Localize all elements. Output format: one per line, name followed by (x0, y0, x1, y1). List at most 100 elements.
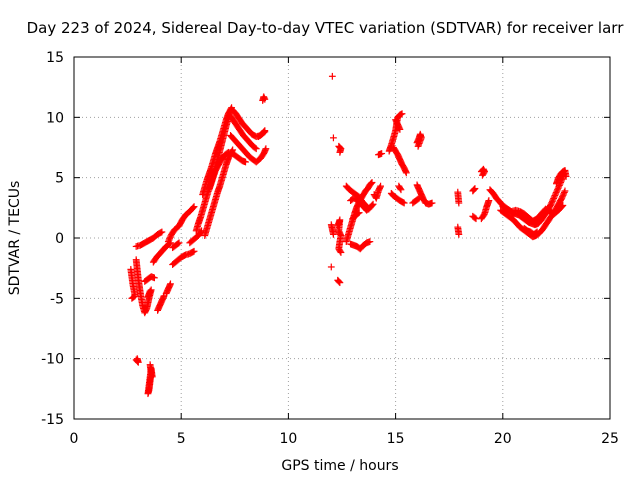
data-point (262, 145, 270, 153)
data-point (479, 170, 487, 178)
data-point (166, 235, 174, 243)
data-point (553, 187, 561, 195)
x-tick-label: 20 (494, 431, 512, 447)
data-point (397, 110, 405, 118)
y-tick-label: 10 (46, 110, 64, 126)
data-point (261, 95, 269, 103)
data-point (224, 148, 232, 156)
data-point (399, 199, 407, 206)
y-tick-label: -10 (41, 352, 64, 368)
y-tick-label: -15 (41, 412, 64, 428)
data-point (471, 214, 479, 222)
data-point (547, 200, 555, 208)
data-point (479, 171, 486, 179)
data-point (428, 199, 436, 207)
data-point (336, 148, 344, 156)
data-point (251, 144, 259, 152)
data-point (400, 199, 408, 207)
data-point (378, 150, 386, 157)
data-point (559, 202, 567, 209)
data-point (554, 184, 562, 192)
data-point (398, 110, 406, 118)
data-point (397, 186, 405, 194)
y-axis-label: SDTVAR / TECUs (7, 181, 23, 296)
data-point (242, 158, 249, 166)
data-point (550, 193, 558, 201)
data-point (151, 274, 158, 282)
data-point (166, 233, 174, 241)
data-point (396, 126, 404, 133)
data-point (261, 127, 269, 135)
data-point (148, 373, 156, 381)
data-point (336, 279, 344, 287)
data-point (366, 238, 374, 246)
x-tick-label: 25 (601, 431, 619, 447)
data-point (551, 192, 559, 199)
data-point (533, 228, 541, 236)
x-tick-label: 5 (177, 431, 186, 447)
data-point (335, 278, 343, 286)
data-point (335, 277, 342, 285)
data-point (327, 263, 335, 271)
grid-layer (74, 57, 610, 419)
data-point (471, 185, 479, 192)
y-tick-label: 15 (46, 50, 64, 66)
data-point (189, 204, 197, 211)
data-point (355, 209, 363, 217)
y-tick-label: 5 (55, 171, 64, 187)
data-point (133, 357, 141, 365)
data-point (552, 189, 560, 197)
data-point (559, 191, 567, 199)
data-point (190, 247, 198, 255)
data-point (260, 128, 268, 135)
data-point (128, 294, 136, 302)
tick-labels: 0 5 10 15 20 25 -15 -10 -5 0 5 10 15 (41, 50, 619, 447)
data-point (190, 203, 198, 211)
chart-title: Day 223 of 2024, Sidereal Day-to-day VTE… (27, 19, 625, 37)
data-point (548, 199, 556, 207)
x-axis-label: GPS time / hours (281, 458, 398, 474)
data-point (367, 179, 375, 187)
data-point (550, 195, 558, 202)
data-point (175, 239, 183, 247)
y-tick-label: -5 (50, 291, 64, 307)
data-point (134, 358, 142, 365)
data-point (396, 185, 404, 192)
data-point (562, 173, 570, 180)
data-point (485, 197, 493, 204)
data-point (561, 187, 569, 195)
data-point (330, 134, 337, 142)
data-point (252, 145, 260, 153)
data-point (532, 229, 540, 237)
x-tick-label: 10 (279, 431, 297, 447)
data-point (414, 195, 422, 203)
data-point (455, 199, 463, 207)
data-point (558, 202, 566, 210)
data-point (549, 196, 557, 204)
data-point (354, 210, 362, 217)
data-point (369, 200, 377, 208)
data-point (560, 188, 568, 196)
data-point (167, 280, 174, 288)
data-point (368, 179, 376, 186)
data-point (164, 238, 172, 246)
data-point (554, 186, 561, 194)
data-point (368, 201, 376, 209)
data-point (336, 247, 344, 255)
data-point (337, 249, 345, 256)
ticks-layer (73, 56, 611, 420)
data-point (402, 169, 410, 177)
data-point (189, 248, 197, 256)
data-point (174, 240, 182, 248)
data-point (559, 193, 566, 201)
data-point (455, 230, 463, 238)
data-point (377, 182, 384, 190)
data-point (330, 230, 337, 238)
data-point (558, 194, 566, 202)
points-layer (127, 72, 570, 398)
data-point (158, 228, 166, 236)
data-point (414, 142, 422, 150)
data-point (470, 186, 477, 194)
data-point (146, 287, 154, 295)
